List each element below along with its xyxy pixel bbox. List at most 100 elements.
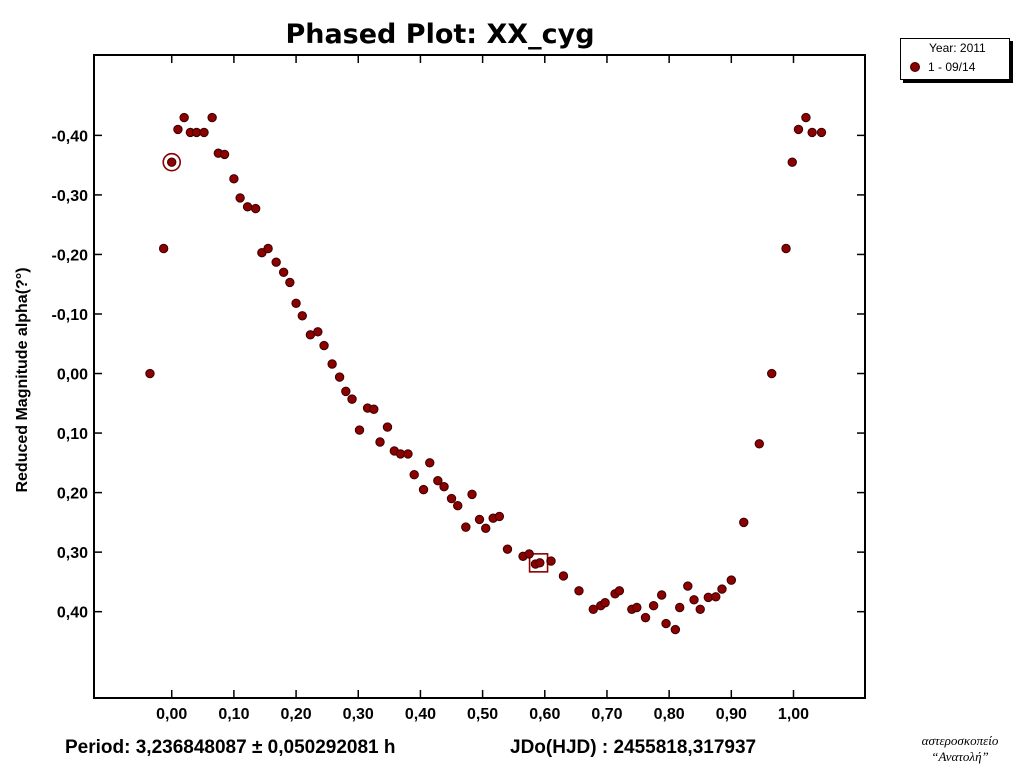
data-point — [235, 193, 245, 203]
data-point — [656, 590, 667, 600]
data-point — [474, 514, 485, 525]
chart-legend: Year: 2011 1 - 09/14 — [900, 38, 1010, 80]
data-point — [271, 257, 281, 267]
data-point — [319, 340, 329, 351]
data-point — [285, 277, 295, 288]
x-tick-label: 0,60 — [529, 706, 560, 723]
x-tick-label: 0,70 — [591, 706, 622, 723]
data-point — [278, 267, 289, 278]
data-point — [816, 127, 827, 138]
x-tick-label: 0,40 — [405, 706, 436, 723]
y-tick-label: 0,20 — [57, 486, 88, 503]
data-point — [807, 127, 817, 138]
credit-line-1: αστεροσκοπείο — [921, 733, 999, 748]
data-point — [717, 584, 727, 594]
credit-line-2: “Ανατολή” — [931, 749, 989, 764]
data-point — [207, 112, 217, 123]
data-point — [632, 602, 642, 613]
y-tick-label: 0,40 — [57, 605, 88, 622]
data-point — [158, 243, 169, 254]
data-point — [461, 522, 471, 532]
data-point — [433, 475, 443, 486]
legend-title: Year: 2011 — [929, 41, 986, 55]
data-point — [689, 595, 699, 605]
plot-frame — [93, 54, 866, 699]
data-point — [711, 592, 721, 602]
data-point — [453, 500, 463, 511]
data-point — [781, 243, 791, 254]
y-tick-label: -0,40 — [52, 128, 89, 145]
observatory-credit: αστεροσκοπείο “Ανατολή” — [900, 733, 1020, 765]
data-point — [369, 404, 379, 414]
data-point — [297, 311, 307, 321]
y-tick-label: -0,10 — [52, 307, 89, 324]
data-point — [347, 394, 357, 404]
y-tick-label: 0,30 — [57, 545, 88, 562]
y-tick-label: 0,00 — [57, 367, 88, 384]
data-point — [439, 481, 449, 492]
data-point — [179, 112, 189, 123]
data-point — [425, 458, 435, 468]
data-point — [334, 372, 345, 382]
data-point — [375, 437, 385, 447]
data-point — [167, 157, 177, 167]
data-point — [403, 449, 413, 459]
legend-marker-icon — [910, 62, 920, 72]
data-point — [219, 149, 230, 160]
highlight-circle — [162, 152, 182, 172]
data-point — [263, 243, 273, 254]
data-point — [754, 439, 764, 449]
data-point — [446, 493, 457, 504]
x-tick-label: 0,50 — [467, 706, 498, 723]
legend-entry: 1 - 09/14 — [910, 60, 975, 74]
x-tick-label: 0,30 — [343, 706, 374, 723]
data-point — [409, 470, 419, 480]
data-point — [250, 203, 261, 214]
data-point — [675, 602, 685, 613]
data-point — [341, 386, 351, 397]
data-point — [546, 556, 556, 566]
x-tick-label: 0,90 — [716, 706, 747, 723]
data-point — [640, 612, 651, 623]
y-tick-label: -0,20 — [52, 247, 89, 264]
data-point — [695, 604, 705, 614]
data-point — [467, 489, 477, 500]
data-point — [229, 174, 239, 184]
data-point — [535, 558, 545, 568]
y-tick-label: -0,30 — [52, 188, 89, 205]
chart-title: Phased Plot: XX_cyg — [285, 19, 594, 50]
data-point — [767, 368, 777, 379]
x-tick-label: 0,80 — [654, 706, 685, 723]
data-point — [787, 157, 797, 167]
data-point — [418, 484, 429, 495]
x-tick-label: 1,00 — [778, 706, 809, 723]
y-axis: -0,40 -0,30 -0,20 -0,10 0,00 0,10 0,20 0,30 0,40 — [52, 128, 865, 622]
data-point — [494, 511, 505, 522]
data-point — [600, 598, 610, 608]
data-point — [173, 124, 183, 135]
highlight-markers — [162, 152, 549, 573]
x-axis: 0,00 0,10 0,20 0,30 0,40 0,50 0,60 0,70 0,80 0,90… — [156, 55, 809, 723]
data-point — [648, 601, 659, 611]
data-point — [354, 425, 365, 435]
data-point — [242, 202, 253, 212]
y-tick-label: 0,10 — [57, 426, 88, 443]
y-axis-label: Reduced Magnitude alpha(?°) — [14, 267, 31, 492]
data-point — [661, 618, 671, 629]
data-point — [793, 124, 804, 135]
x-tick-label: 0,20 — [281, 706, 312, 723]
data-point — [614, 586, 625, 596]
data-point — [574, 586, 584, 596]
data-point — [382, 422, 393, 432]
data-point — [313, 327, 323, 337]
data-point — [801, 112, 811, 123]
legend-entry-label: 1 - 09/14 — [928, 60, 976, 74]
data-point — [726, 575, 737, 585]
data-point — [524, 549, 534, 559]
data-point — [327, 359, 337, 369]
data-point — [145, 368, 155, 379]
data-point — [588, 604, 598, 614]
data-point — [291, 298, 301, 308]
data-point — [683, 581, 693, 591]
